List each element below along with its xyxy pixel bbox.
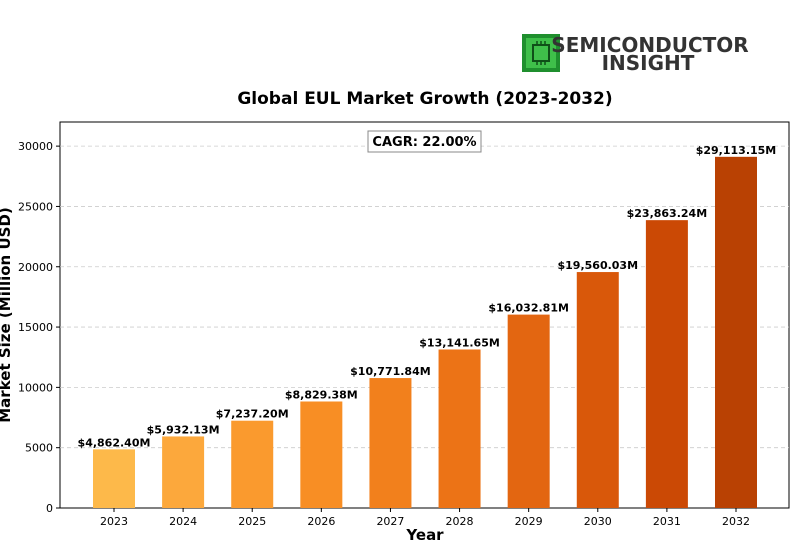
bar-2029 xyxy=(507,314,550,508)
x-tick-label-2024: 2024 xyxy=(169,515,197,528)
x-axis-label: Year xyxy=(405,526,444,544)
y-tick-label: 10000 xyxy=(18,381,53,394)
value-label-2024: $5,932.13M xyxy=(147,423,220,436)
x-tick-label-2025: 2025 xyxy=(238,515,266,528)
value-label-2029: $16,032.81M xyxy=(488,302,569,315)
x-tick-label-2031: 2031 xyxy=(653,515,681,528)
x-tick-label-2023: 2023 xyxy=(100,515,128,528)
logo: SEMICONDUCTOR INSIGHT xyxy=(522,33,749,75)
x-tick-label-2026: 2026 xyxy=(307,515,335,528)
bar-2027 xyxy=(369,378,412,508)
y-tick-label: 20000 xyxy=(18,261,53,274)
value-label-2031: $23,863.24M xyxy=(627,207,708,220)
value-label-2030: $19,560.03M xyxy=(558,259,639,272)
x-tick-label-2030: 2030 xyxy=(584,515,612,528)
bar-2031 xyxy=(645,220,688,509)
value-labels: $4,862.40M$5,932.13M $7,237.20M $8,829.38M… xyxy=(78,144,777,450)
chart-title: Global EUL Market Growth (2023-2032) xyxy=(237,89,612,109)
logo-text-line1: SEMICONDUCTOR xyxy=(551,33,748,57)
x-tick-label-2032: 2032 xyxy=(722,515,750,528)
y-tick-label: 30000 xyxy=(18,140,53,153)
cagr-annotation: CAGR: 22.00% xyxy=(367,130,482,153)
bar-2026 xyxy=(300,401,343,508)
bars xyxy=(93,156,757,509)
bar-2030 xyxy=(576,272,619,508)
x-axis-ticks: 2023 2024 2025 2026 2027 2028 2029 2030 2031 2032 xyxy=(100,508,750,528)
y-tick-label: 5000 xyxy=(25,442,53,455)
logo-text-line2: INSIGHT xyxy=(602,51,695,75)
bar-2032 xyxy=(715,156,757,508)
value-label-2027: $10,771.84M xyxy=(350,365,431,378)
y-tick-label: 25000 xyxy=(18,200,53,213)
value-label-2023: $4,862.40M xyxy=(78,436,151,449)
x-tick-label-2027: 2027 xyxy=(376,515,404,528)
y-tick-label: 0 xyxy=(46,502,53,515)
x-tick-label-2028: 2028 xyxy=(446,515,474,528)
bar-2025 xyxy=(231,420,274,508)
value-label-2032: $29,113.15M xyxy=(696,144,777,157)
bar-2028 xyxy=(438,349,481,508)
y-axis-ticks: 0 5000 10000 15000 20000 25000 30000 xyxy=(18,140,60,515)
y-tick-label: 15000 xyxy=(18,321,53,334)
x-tick-label-2029: 2029 xyxy=(515,515,543,528)
bar-2024 xyxy=(162,436,205,508)
y-axis-label: Market Size (Million USD) xyxy=(0,207,14,423)
value-label-2028: $13,141.65M xyxy=(419,336,500,349)
value-label-2025: $7,237.20M xyxy=(216,408,289,421)
chip-icon xyxy=(522,34,560,72)
bar-2023 xyxy=(93,449,135,508)
value-label-2026: $8,829.38M xyxy=(285,388,358,401)
cagr-text: CAGR: 22.00% xyxy=(372,135,476,150)
